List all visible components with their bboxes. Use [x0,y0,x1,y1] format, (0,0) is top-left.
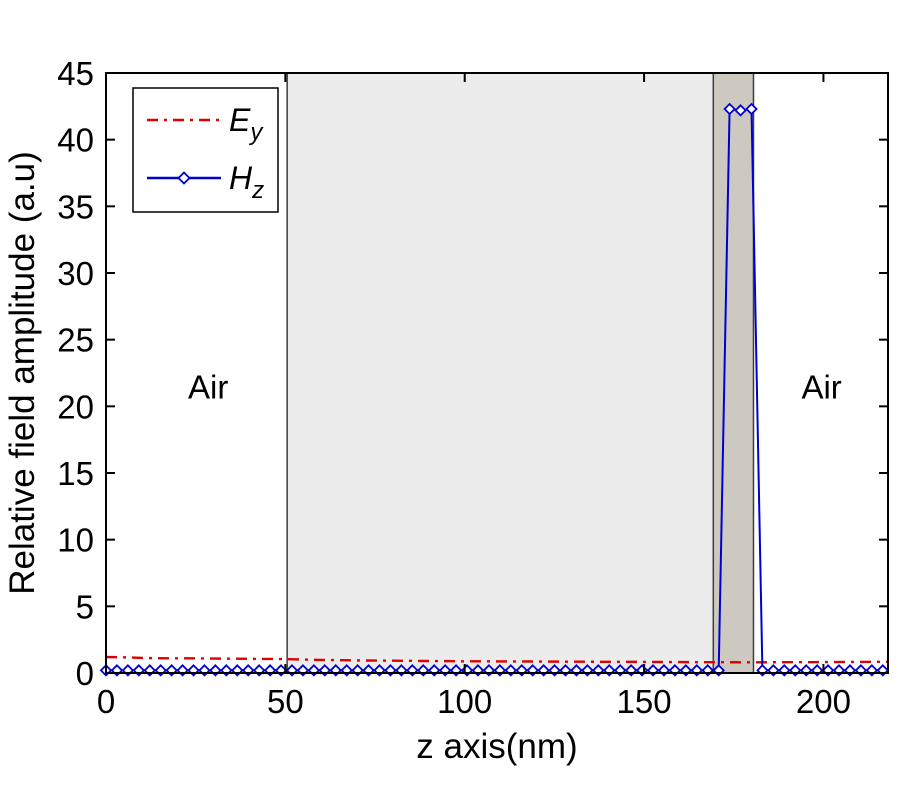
legend-label-main: H [229,160,253,196]
y-tick-label: 25 [57,322,94,359]
legend-label-E_y: Ey [229,102,264,146]
legend-label-sub: y [248,119,264,146]
x-tick-label: 150 [617,683,672,720]
x-tick-label: 50 [267,683,304,720]
Hz-marker [745,102,758,116]
legend-label-sub: z [251,177,264,204]
y-tick-label: 5 [76,588,94,625]
plot-frame [105,72,889,674]
region-thin-layer [713,73,754,673]
x-tick-label: 0 [97,683,115,720]
legend-box [132,87,279,213]
y-axis-label: Relative field amplitude (a.u) [3,151,42,595]
region-label-air-left: Air [188,369,228,406]
Hz-marker [734,104,747,117]
y-tick-label: 30 [57,255,94,292]
series-Ey-line [105,655,889,664]
Hz-marker [723,102,736,116]
y-tick-label: 35 [57,188,94,225]
legend-label-main: E [229,102,251,138]
legend-Hz-marker [177,171,191,185]
x-axis-label: z axis(nm) [416,727,577,766]
region-slab [287,73,714,673]
y-tick-label: 40 [57,122,94,159]
region-label-air-right: Air [801,369,841,406]
y-tick-label: 45 [57,55,94,92]
y-tick-label: 20 [57,388,94,425]
legend-label-H_z: Hz [229,160,264,204]
y-tick-label: 0 [76,655,94,692]
region-air-right [753,73,888,673]
x-tick-label: 100 [437,683,492,720]
y-tick-label: 10 [57,522,94,559]
y-tick-label: 15 [57,455,94,492]
x-tick-label: 200 [796,683,851,720]
